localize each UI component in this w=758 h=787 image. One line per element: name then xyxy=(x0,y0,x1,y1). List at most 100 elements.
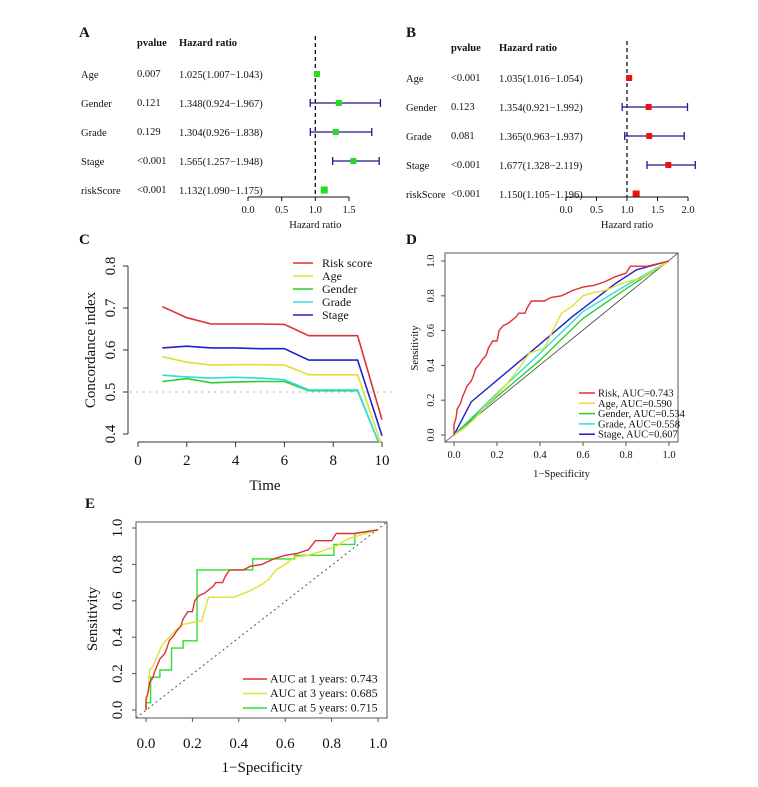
hr-marker-riskscore xyxy=(320,186,328,194)
row-hr-text-grade: 1.365(0.963−1.937) xyxy=(499,132,583,143)
row-pvalue-grade: 0.129 xyxy=(137,127,161,138)
series-line-risk-score xyxy=(162,305,383,420)
roc-curve-2 xyxy=(453,260,670,436)
legend-label: Risk score xyxy=(322,256,372,270)
x-tick-label: 0.4 xyxy=(533,450,547,461)
legend-label: Gender xyxy=(322,282,357,296)
hr-marker-stage xyxy=(665,162,672,168)
y-tick-label: 0.8 xyxy=(110,555,126,574)
legend-label: AUC at 5 years: 0.715 xyxy=(270,701,378,715)
hr-marker-gender xyxy=(645,104,652,110)
y-tick-label: 0.6 xyxy=(110,591,126,610)
panel-e-time-roc-chart: 0.0 0.2 0.4 0.6 0.8 1.0 0.0 0.2 0.4 0.6 0.8 1.0 1−Sp… xyxy=(85,519,388,776)
hazard-ratio-header: Hazard ratio xyxy=(499,43,557,54)
y-tick-label: 0.2 xyxy=(110,664,126,683)
x-tick-label: 1.0 xyxy=(369,736,388,752)
y-tick-label: 0.4 xyxy=(110,627,126,646)
roc-curve-1 xyxy=(453,260,670,436)
x-tick-label: 0.4 xyxy=(229,736,248,752)
row-hr-text-gender: 1.348(0.924−1.967) xyxy=(179,99,263,110)
x-axis-label: Hazard ratio xyxy=(289,220,341,231)
panel-letter-e: E xyxy=(85,496,95,512)
y-axis-label: Sensitivity xyxy=(85,586,101,651)
row-label-age: Age xyxy=(406,74,424,85)
y-tick-label: 0.6 xyxy=(426,324,437,337)
panel-letter-c: C xyxy=(79,232,90,248)
x-tick-label: 6 xyxy=(281,453,289,469)
y-tick-label: 0.8 xyxy=(426,289,437,302)
legend-label: Grade xyxy=(322,295,351,309)
panel-letter-d: D xyxy=(406,232,417,248)
x-tick-label: 0.5 xyxy=(275,205,288,216)
x-axis-label: 1−Specificity xyxy=(533,469,590,480)
x-tick-label: 0.2 xyxy=(490,450,503,461)
row-label-grade: Grade xyxy=(406,132,432,143)
roc-curve-0 xyxy=(453,260,670,435)
panel-d-roc-chart: 0.0 0.2 0.4 0.6 0.8 1.0 0.0 0.2 0.4 0.6 0.8 1.0 1−Sp… xyxy=(410,252,686,480)
x-tick-label: 0.6 xyxy=(276,736,295,752)
y-tick-label: 0.4 xyxy=(426,358,437,372)
row-pvalue-stage: <0.001 xyxy=(451,160,481,171)
x-tick-label: 0.0 xyxy=(559,205,572,216)
hr-marker-grade xyxy=(646,133,653,139)
x-tick-label: 1.5 xyxy=(342,205,355,216)
x-tick-label: 0.0 xyxy=(447,450,460,461)
row-pvalue-gender: 0.123 xyxy=(451,102,475,113)
series-group xyxy=(162,305,383,443)
plot-frame xyxy=(444,252,679,443)
y-tick-label: 0.5 xyxy=(103,383,119,402)
row-label-stage: Stage xyxy=(406,161,430,172)
legend-label: Stage, AUC=0.607 xyxy=(598,430,678,441)
x-tick-label: 1.5 xyxy=(651,205,664,216)
legend-label: AUC at 3 years: 0.685 xyxy=(270,686,378,700)
x-tick-label: 1.0 xyxy=(620,205,633,216)
chance-diagonal xyxy=(135,521,388,719)
row-hr-text-stage: 1.677(1.328−2.119) xyxy=(499,161,583,172)
legend-label: AUC at 1 years: 0.743 xyxy=(270,672,378,686)
x-tick-label: 1.0 xyxy=(309,205,322,216)
legend-label: Age xyxy=(322,269,342,283)
hr-marker-age xyxy=(626,75,633,81)
hr-marker-gender xyxy=(335,100,342,106)
x-tick-label: 10 xyxy=(375,453,390,469)
x-tick-label: 0.2 xyxy=(183,736,202,752)
x-tick-label: 0.0 xyxy=(241,205,254,216)
row-pvalue-riskscore: <0.001 xyxy=(137,185,167,196)
row-hr-text-riskscore: 1.132(1.090−1.175) xyxy=(179,186,263,197)
roc-curve-1 xyxy=(145,529,379,710)
row-hr-text-riskscore: 1.150(1.105−1.196) xyxy=(499,190,583,201)
y-tick-label: 1.0 xyxy=(426,254,437,267)
row-label-grade: Grade xyxy=(81,128,107,139)
x-tick-label: 0 xyxy=(134,453,142,469)
y-tick-label: 0.7 xyxy=(103,298,119,317)
legend-label: Stage xyxy=(322,308,349,322)
y-tick-label: 0.6 xyxy=(103,340,119,359)
x-tick-label: 0.0 xyxy=(137,736,156,752)
row-pvalue-riskscore: <0.001 xyxy=(451,189,481,200)
row-pvalue-age: <0.001 xyxy=(451,73,481,84)
row-label-gender: Gender xyxy=(81,99,112,110)
series-line-grade xyxy=(162,374,380,443)
row-label-riskscore: riskScore xyxy=(406,190,446,201)
x-tick-label: 1.0 xyxy=(662,450,675,461)
legend-label: Gender, AUC=0.534 xyxy=(598,409,686,420)
pvalue-header: pvalue xyxy=(137,38,167,49)
pvalue-header: pvalue xyxy=(451,43,481,54)
row-pvalue-age: 0.007 xyxy=(137,69,161,80)
row-label-age: Age xyxy=(81,70,99,81)
row-hr-text-stage: 1.565(1.257−1.948) xyxy=(179,157,263,168)
row-label-stage: Stage xyxy=(81,157,105,168)
y-tick-label: 0.2 xyxy=(426,394,437,407)
series-line-stage xyxy=(162,345,383,436)
hr-marker-riskscore xyxy=(632,190,640,198)
row-pvalue-gender: 0.121 xyxy=(137,98,161,109)
x-axis-label: 1−Specificity xyxy=(222,760,303,776)
x-tick-label: 4 xyxy=(232,453,240,469)
roc-curve-3 xyxy=(453,260,670,436)
y-tick-label: 1.0 xyxy=(110,519,126,538)
x-tick-label: 0.8 xyxy=(619,450,632,461)
roc-curve-0 xyxy=(145,529,379,710)
legend-label: Risk, AUC=0.743 xyxy=(598,389,674,400)
panel-c-concordance-chart: 0.4 0.5 0.6 0.7 0.8 0 2 4 6 8 10 Time Concordance in… xyxy=(83,256,392,494)
